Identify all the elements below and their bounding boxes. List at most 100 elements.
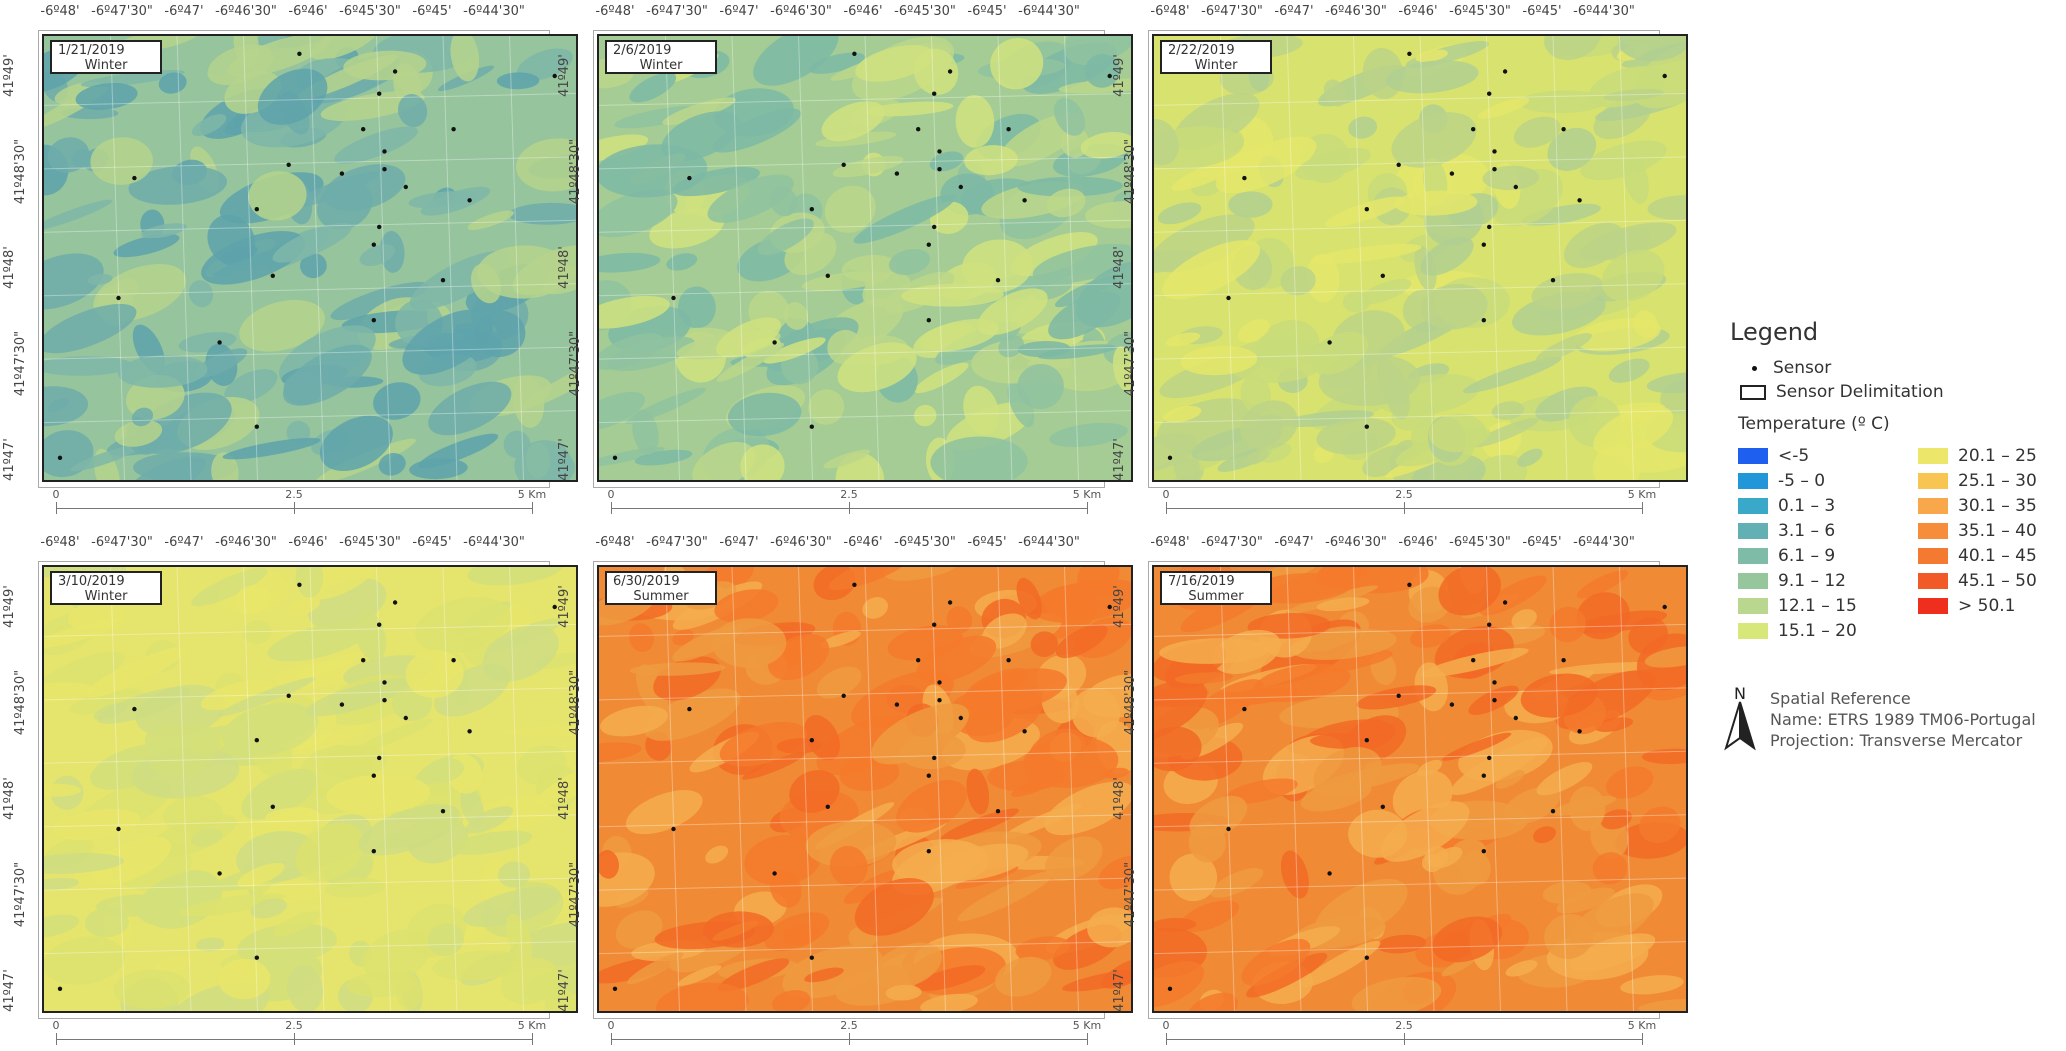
scale-bar: 0 2.5 5 Km bbox=[608, 1019, 1101, 1051]
legend-class-row: 15.1 – 20 bbox=[1738, 621, 1857, 641]
sensor-point bbox=[687, 706, 692, 712]
longitude-label: -6º47'30" bbox=[1201, 4, 1263, 19]
north-arrow-icon bbox=[1724, 701, 1756, 751]
sensor-point bbox=[1364, 424, 1369, 429]
panel-date-label: 1/21/2019 Winter bbox=[50, 40, 162, 74]
sensor-point bbox=[995, 809, 1001, 814]
panel-date-label: 2/22/2019 Winter bbox=[1160, 40, 1272, 74]
sensor-point bbox=[894, 171, 900, 176]
sensor-point bbox=[1561, 127, 1566, 132]
latitude-label: 41º47' bbox=[1111, 969, 1127, 1012]
sensor-point bbox=[1492, 698, 1497, 703]
sensor-point bbox=[1481, 849, 1486, 854]
latitude-label: 41º48'30" bbox=[1123, 669, 1139, 736]
latitude-label: 41º49' bbox=[1, 54, 17, 97]
sensor-point bbox=[937, 149, 942, 154]
panel-date: 2/22/2019 bbox=[1168, 43, 1235, 58]
panel-date: 6/30/2019 bbox=[613, 574, 680, 589]
panel-date-label: 6/30/2019 Summer bbox=[605, 571, 717, 605]
north-arrow: N bbox=[1722, 684, 1762, 752]
scale-bar: 0 2.5 5 Km bbox=[1163, 1019, 1656, 1051]
latitude-label: 41º47'30" bbox=[13, 861, 29, 928]
scale-label: 2.5 bbox=[840, 1019, 858, 1032]
longitude-label: -6º47'30" bbox=[91, 4, 153, 19]
sensor-point bbox=[371, 849, 376, 854]
sensor-point bbox=[57, 455, 63, 460]
latitude-label: 41º48'30" bbox=[13, 669, 29, 736]
latitude-label: 41º48' bbox=[1111, 777, 1127, 820]
spatial-reference-projection: Projection: Transverse Mercator bbox=[1770, 731, 2023, 750]
longitude-label: -6º46' bbox=[1398, 4, 1438, 19]
legend-swatch bbox=[1918, 598, 1948, 614]
scale-label: 5 Km bbox=[1072, 1019, 1102, 1032]
longitude-label: -6º46'30" bbox=[215, 535, 277, 550]
legend-temperature-heading: Temperature (º C) bbox=[1738, 414, 1890, 434]
sensor-point bbox=[1407, 51, 1412, 56]
panel-season: Summer bbox=[633, 589, 689, 604]
panel-season: Winter bbox=[1194, 58, 1238, 73]
sensor-point bbox=[926, 849, 931, 854]
sensor-point bbox=[1364, 207, 1369, 212]
legend-class-row: > 50.1 bbox=[1918, 596, 2016, 616]
legend-class-label: 12.1 – 15 bbox=[1778, 596, 1857, 616]
sensor-point bbox=[1364, 738, 1369, 743]
legend-class-row: 3.1 – 6 bbox=[1738, 521, 1835, 541]
legend-class-row: 35.1 – 40 bbox=[1918, 521, 2037, 541]
sensor-point bbox=[1022, 729, 1027, 734]
legend-swatch bbox=[1918, 523, 1948, 539]
sensor-point bbox=[894, 702, 900, 707]
legend-swatch bbox=[1738, 623, 1768, 639]
sensor-point bbox=[132, 175, 137, 181]
sensor-point bbox=[1561, 658, 1566, 663]
legend-class-label: -5 – 0 bbox=[1778, 471, 1826, 491]
latitude-label: 41º49' bbox=[1, 585, 17, 628]
sensor-point bbox=[392, 69, 398, 74]
sensor-point bbox=[937, 167, 942, 172]
longitude-label: -6º45'30" bbox=[894, 4, 956, 19]
legend-swatch bbox=[1738, 498, 1768, 514]
sensor-point bbox=[1481, 318, 1486, 323]
longitude-label: -6º47'30" bbox=[91, 535, 153, 550]
sensor-point bbox=[852, 51, 857, 56]
legend-title: Legend bbox=[1730, 318, 1819, 346]
sensor-point bbox=[286, 162, 291, 167]
sensor-point bbox=[1380, 273, 1385, 278]
longitude-label: -6º46' bbox=[843, 4, 883, 19]
panel-date: 3/10/2019 bbox=[58, 574, 125, 589]
sensor-point bbox=[916, 127, 921, 132]
spatial-reference-name: Name: ETRS 1989 TM06-Portugal bbox=[1770, 710, 2036, 729]
sensor-point bbox=[1487, 755, 1492, 761]
legend-swatch bbox=[1918, 473, 1948, 489]
sensor-point bbox=[687, 175, 692, 181]
sensor-point bbox=[377, 755, 382, 761]
scale-label: 2.5 bbox=[840, 488, 858, 501]
sensor-point bbox=[467, 198, 472, 203]
sensor-point bbox=[371, 318, 376, 323]
map-panel: -6º48' -6º47'30" -6º47' -6º46'30" -6º46' -6º4… bbox=[557, 0, 1133, 520]
sensor-point bbox=[1327, 340, 1332, 345]
sensor-point bbox=[1513, 715, 1518, 721]
longitude-label: -6º46'30" bbox=[770, 535, 832, 550]
legend-class-label: 20.1 – 25 bbox=[1958, 446, 2037, 466]
sensor-point bbox=[937, 680, 942, 685]
sensor-point bbox=[217, 871, 222, 876]
panel-season: Winter bbox=[84, 589, 128, 604]
scale-label: 5 Km bbox=[1627, 488, 1657, 501]
legend-class-row: 25.1 – 30 bbox=[1918, 471, 2037, 491]
sensor-point bbox=[932, 91, 937, 96]
legend-class-label: > 50.1 bbox=[1958, 596, 2016, 616]
temperature-map bbox=[1152, 34, 1688, 482]
legend-class-label: 6.1 – 9 bbox=[1778, 546, 1836, 566]
legend-class-row: 40.1 – 45 bbox=[1918, 546, 2037, 566]
north-label: N bbox=[1734, 684, 1746, 703]
legend-class-label: 3.1 – 6 bbox=[1778, 521, 1836, 541]
sensor-point bbox=[339, 702, 345, 707]
longitude-label: -6º45' bbox=[1522, 535, 1562, 550]
map-panel: -6º48' -6º47'30" -6º47' -6º46'30" -6º46' -6º4… bbox=[1112, 531, 1688, 1051]
legend-delimitation-label: Sensor Delimitation bbox=[1776, 382, 1944, 402]
sensor-point bbox=[1502, 600, 1508, 605]
longitude-label: -6º47' bbox=[1274, 4, 1314, 19]
sensor-point bbox=[1364, 955, 1369, 960]
longitude-label: -6º46' bbox=[288, 4, 328, 19]
legend-class-label: <-5 bbox=[1778, 446, 1810, 466]
